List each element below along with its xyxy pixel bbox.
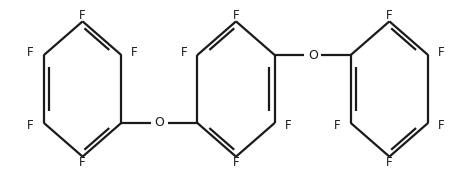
Text: F: F bbox=[79, 9, 86, 22]
Text: F: F bbox=[131, 46, 138, 59]
Text: F: F bbox=[181, 46, 187, 59]
Text: F: F bbox=[27, 119, 34, 132]
Text: F: F bbox=[334, 119, 341, 132]
Text: F: F bbox=[233, 9, 239, 22]
Text: F: F bbox=[285, 119, 291, 132]
Text: F: F bbox=[79, 156, 86, 169]
Text: F: F bbox=[438, 119, 445, 132]
Text: O: O bbox=[308, 49, 318, 62]
Text: F: F bbox=[233, 156, 239, 169]
Text: F: F bbox=[27, 46, 34, 59]
Text: F: F bbox=[438, 46, 445, 59]
Text: F: F bbox=[386, 156, 393, 169]
Text: F: F bbox=[386, 9, 393, 22]
Text: O: O bbox=[154, 116, 164, 129]
